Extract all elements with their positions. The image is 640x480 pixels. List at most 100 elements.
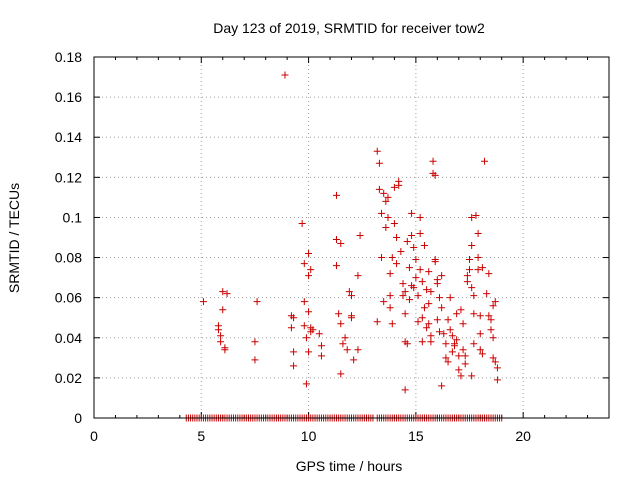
data-point: [455, 352, 463, 360]
data-point: [485, 312, 493, 320]
data-point: [287, 324, 295, 332]
data-point: [433, 280, 441, 288]
data-point: [448, 348, 456, 356]
data-point: [302, 380, 310, 388]
data-point: [337, 320, 345, 328]
data-point: [386, 292, 394, 300]
data-point: [378, 254, 386, 262]
data-point: [412, 274, 420, 282]
data-point: [433, 316, 441, 324]
data-point: [345, 288, 353, 296]
x-tick-label: 5: [197, 428, 205, 444]
data-point: [384, 193, 392, 201]
data-point: [380, 189, 388, 197]
data-point: [356, 231, 364, 239]
data-point: [438, 272, 446, 280]
data-point: [382, 197, 390, 205]
data-point: [300, 322, 308, 330]
data-point: [300, 298, 308, 306]
data-point: [378, 209, 386, 217]
data-point: [485, 270, 493, 278]
data-point: [410, 244, 418, 252]
data-point: [401, 310, 409, 318]
data-point: [466, 256, 474, 264]
data-point: [476, 346, 484, 354]
data-point: [399, 292, 407, 300]
data-point: [438, 382, 446, 390]
data-points: [182, 71, 506, 422]
data-point: [481, 157, 489, 165]
data-point: [332, 236, 340, 244]
data-point: [341, 334, 349, 342]
data-point: [332, 262, 340, 270]
data-point: [448, 332, 456, 340]
y-tick-label: 0.02: [55, 370, 82, 386]
data-point: [253, 298, 261, 306]
data-point: [455, 366, 463, 374]
x-tick-label: 15: [408, 428, 424, 444]
data-point: [416, 213, 424, 221]
data-point: [307, 266, 315, 274]
data-point: [388, 320, 396, 328]
data-point: [476, 312, 484, 320]
chart-title: Day 123 of 2019, SRMTID for receiver tow…: [213, 20, 485, 36]
data-point: [453, 336, 461, 344]
data-point: [251, 356, 259, 364]
data-point: [472, 211, 480, 219]
data-point: [290, 314, 298, 322]
data-point: [470, 340, 478, 348]
data-point: [199, 298, 207, 306]
data-point: [290, 362, 298, 370]
data-point: [446, 326, 454, 334]
y-tick-label: 0.04: [55, 330, 82, 346]
data-point: [457, 306, 465, 314]
data-point: [418, 314, 426, 322]
data-point: [470, 310, 478, 318]
data-point: [305, 272, 313, 280]
data-point: [217, 338, 225, 346]
data-point: [474, 229, 482, 237]
data-point: [459, 346, 467, 354]
data-point: [461, 352, 469, 360]
data-point: [444, 358, 452, 366]
x-tick-label: 10: [301, 428, 317, 444]
y-tick-label: 0.06: [55, 290, 82, 306]
data-point: [393, 234, 401, 241]
data-point: [418, 338, 426, 346]
y-tick-label: 0.1: [63, 209, 83, 225]
data-point: [457, 372, 465, 380]
data-point: [302, 334, 310, 342]
data-point: [420, 242, 428, 250]
data-point: [343, 346, 351, 354]
data-point: [418, 278, 426, 286]
data-point: [446, 294, 454, 302]
data-point: [420, 304, 428, 312]
data-point: [221, 346, 229, 354]
data-point: [425, 268, 433, 276]
data-point: [468, 242, 476, 250]
data-point: [335, 310, 343, 318]
data-point: [427, 338, 435, 346]
data-point: [493, 376, 501, 384]
data-point: [298, 219, 306, 227]
data-point: [461, 360, 469, 368]
y-tick-label: 0.12: [55, 169, 82, 185]
data-point: [478, 350, 486, 358]
data-point: [305, 250, 313, 258]
data-point: [493, 364, 501, 372]
y-tick-label: 0: [74, 410, 82, 426]
data-point: [305, 348, 313, 356]
data-point: [487, 326, 495, 334]
data-point: [416, 266, 424, 274]
data-point: [414, 318, 422, 326]
data-point: [315, 330, 323, 338]
data-point: [337, 370, 345, 378]
y-tick-label: 0.16: [55, 89, 82, 105]
data-point: [317, 342, 325, 350]
data-point: [403, 340, 411, 348]
data-point: [309, 326, 317, 334]
data-point: [397, 248, 405, 256]
data-point: [390, 183, 398, 191]
data-point: [414, 292, 422, 300]
data-point: [382, 223, 390, 231]
